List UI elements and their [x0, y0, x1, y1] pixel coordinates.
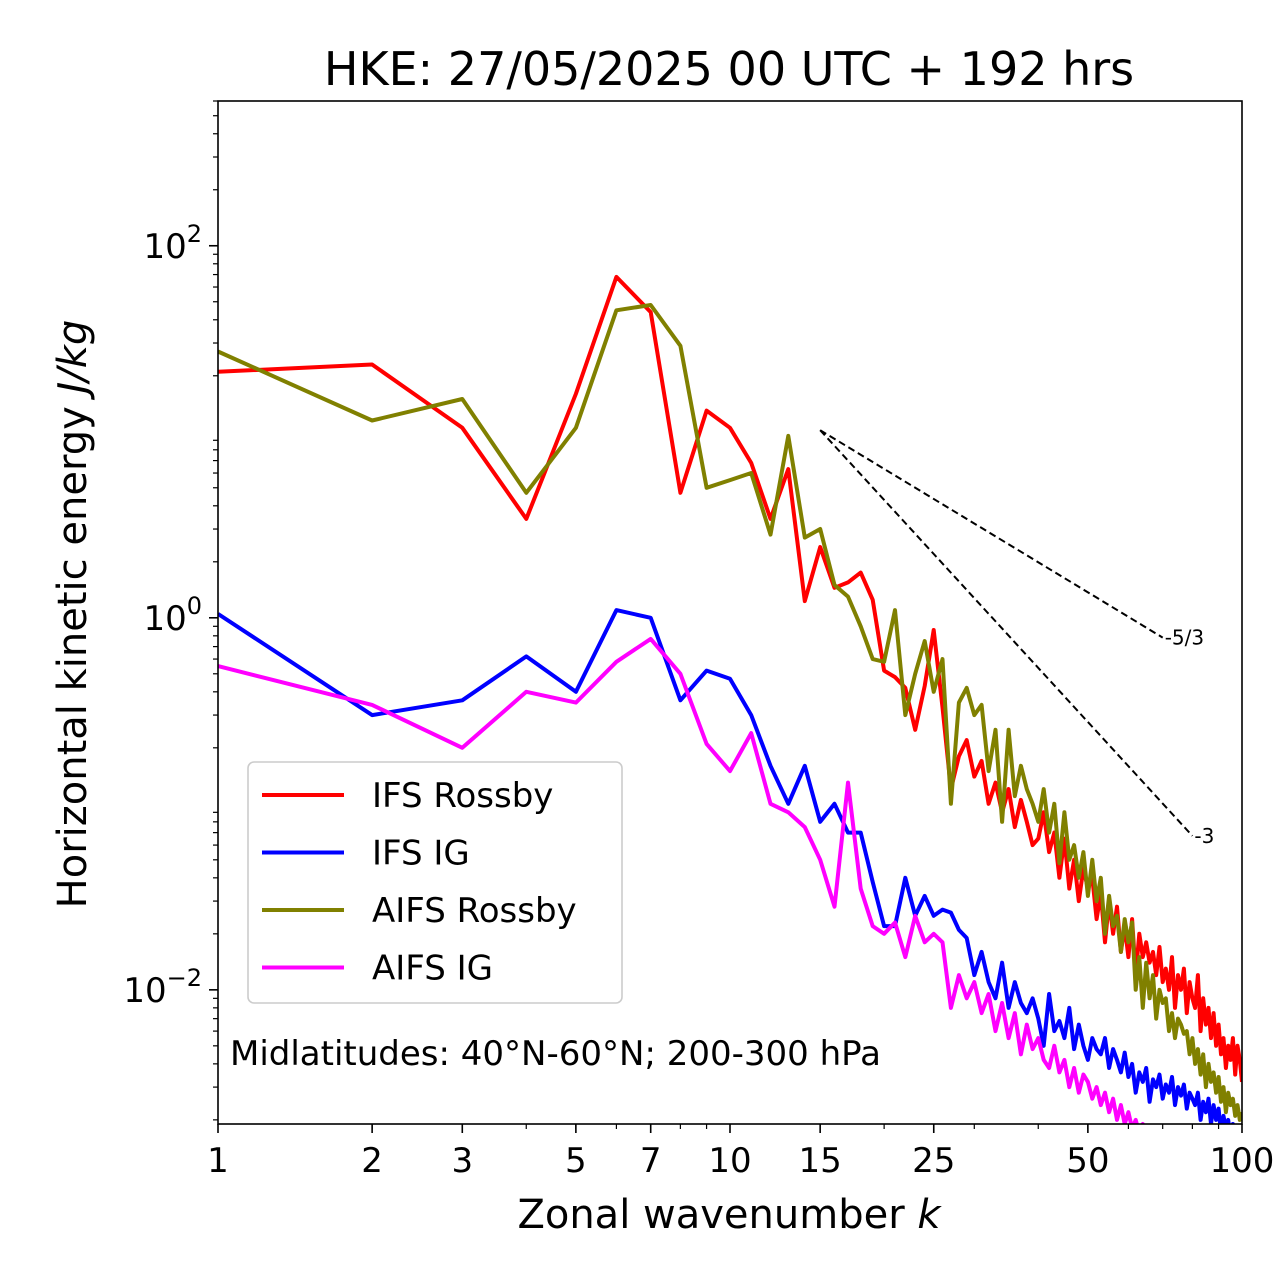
- y-tick-label: 102: [143, 220, 202, 267]
- legend-label: IFS Rossby: [372, 776, 553, 816]
- x-axis-label: Zonal wavenumber k: [517, 1192, 942, 1238]
- legend: IFS Rossby IFS IG AIFS Rossby AIFS IG: [247, 761, 623, 1004]
- reference-slopes: [819, 429, 1194, 837]
- slope-label: -5/3: [1165, 626, 1204, 650]
- slope-line: [819, 429, 1194, 837]
- series-lines: [218, 274, 1242, 1124]
- chart-title: HKE: 27/05/2025 00 UTC + 192 hrs: [324, 42, 1134, 96]
- y-tick-label: 100: [143, 592, 202, 639]
- x-tick-label: 50: [1066, 1141, 1109, 1181]
- x-tick-label: 2: [361, 1141, 383, 1181]
- x-tick-label: 5: [565, 1141, 587, 1181]
- y-axis-ticks: 102 100 10−2: [123, 220, 218, 1011]
- x-tick-label: 10: [708, 1141, 751, 1181]
- legend-box: [247, 761, 623, 1004]
- region-annotation: Midlatitudes: 40°N-60°N; 200-300 hPa: [230, 1034, 881, 1074]
- x-tick-label: 1: [207, 1141, 229, 1181]
- y-axis-label: Horizontal kinetic energy J/kg: [50, 320, 96, 909]
- x-tick-label: 7: [640, 1141, 662, 1181]
- x-tick-label: 25: [912, 1141, 955, 1181]
- legend-label: AIFS Rossby: [372, 891, 577, 931]
- x-axis-ticks: 1 2 3 5 7 10 15 25 50 100: [207, 1124, 1274, 1181]
- legend-label: AIFS IG: [372, 949, 493, 989]
- y-tick-label: 10−2: [123, 964, 202, 1011]
- x-tick-label: 15: [799, 1141, 842, 1181]
- x-tick-label: 100: [1210, 1141, 1275, 1181]
- legend-label: IFS IG: [372, 834, 470, 874]
- x-tick-label: 3: [451, 1141, 473, 1181]
- slope-line: [819, 429, 1164, 639]
- series-line-aifs-ig: [218, 636, 1145, 1124]
- slope-label: -3: [1194, 824, 1214, 848]
- series-line-aifs-rossby: [218, 303, 1242, 1122]
- minor-ticks: [213, 100, 1220, 1129]
